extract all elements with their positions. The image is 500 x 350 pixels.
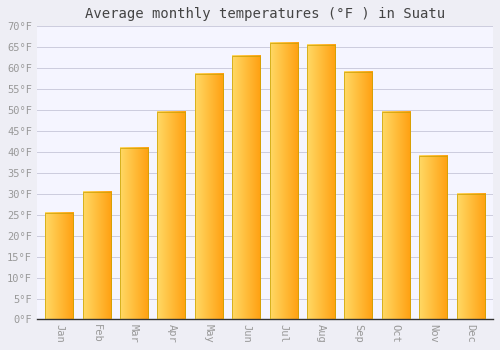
Bar	[382, 112, 410, 320]
Bar	[270, 43, 297, 320]
Bar	[419, 156, 447, 320]
Bar	[195, 75, 223, 320]
Bar	[344, 72, 372, 320]
Bar	[158, 112, 186, 320]
Bar	[456, 194, 484, 320]
Bar	[45, 213, 74, 320]
Bar	[82, 192, 110, 320]
Bar	[232, 56, 260, 320]
Bar	[120, 148, 148, 320]
Bar	[307, 45, 335, 320]
Title: Average monthly temperatures (°F ) in Suatu: Average monthly temperatures (°F ) in Su…	[85, 7, 445, 21]
